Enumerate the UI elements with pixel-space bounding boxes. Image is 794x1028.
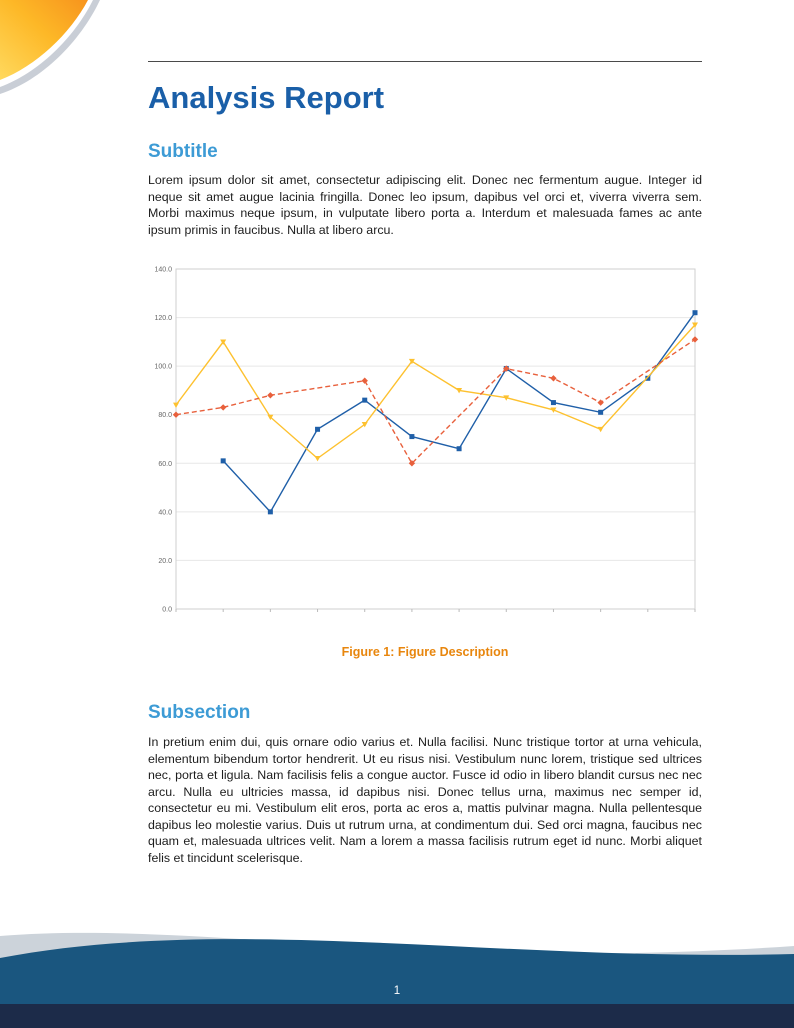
svg-text:40.0: 40.0 (158, 510, 172, 517)
figure-caption-label: Figure 1: (341, 645, 395, 660)
body-paragraph-1: Lorem ipsum dolor sit amet, consectetur … (148, 173, 702, 237)
section-heading-subsection: Subsection (148, 702, 251, 724)
svg-text:60.0: 60.0 (158, 461, 172, 468)
svg-text:120.0: 120.0 (154, 316, 172, 323)
corner-orange-shape (0, 0, 88, 80)
page-number: 1 (393, 985, 401, 997)
page-content: Analysis Report Subtitle Lorem ipsum dol… (148, 0, 702, 866)
page-title: Analysis Report (148, 80, 385, 115)
body-paragraph-2: In pretium enim dui, quis ornare odio va… (148, 735, 702, 865)
top-rule (148, 61, 702, 62)
svg-text:0.0: 0.0 (162, 607, 172, 614)
figure-1-line-chart: 0.0 20.0 40.0 60.0 80.0 100.0 120.0 140.0 (154, 267, 699, 614)
section-heading-subtitle: Subtitle (148, 140, 218, 162)
figure-caption-text: Figure Description (397, 645, 509, 660)
footer-navy-strip (0, 1004, 794, 1028)
figure-caption: Figure 1: Figure Description (148, 645, 702, 659)
figure-1: 0.0 20.0 40.0 60.0 80.0 100.0 120.0 140.0 Figur… (148, 263, 702, 659)
svg-text:140.0: 140.0 (154, 267, 172, 274)
svg-text:100.0: 100.0 (154, 364, 172, 371)
svg-text:80.0: 80.0 (158, 413, 172, 420)
svg-text:20.0: 20.0 (158, 558, 172, 565)
corner-swoosh-decoration (0, 0, 100, 94)
